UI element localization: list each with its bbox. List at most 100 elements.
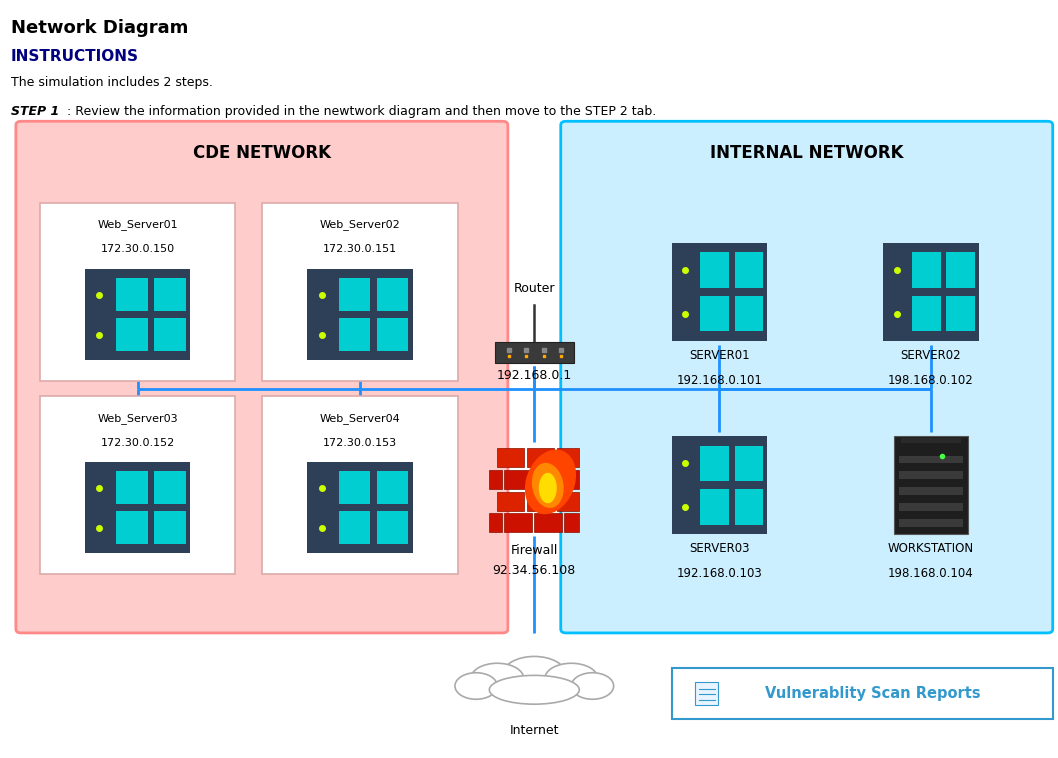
FancyBboxPatch shape <box>505 513 532 532</box>
FancyBboxPatch shape <box>339 318 370 351</box>
FancyBboxPatch shape <box>154 471 186 504</box>
FancyBboxPatch shape <box>116 278 148 311</box>
FancyBboxPatch shape <box>894 436 968 534</box>
FancyBboxPatch shape <box>377 512 408 544</box>
FancyBboxPatch shape <box>695 682 718 705</box>
Text: 192.168.0.103: 192.168.0.103 <box>676 567 763 580</box>
FancyBboxPatch shape <box>672 436 767 534</box>
FancyBboxPatch shape <box>527 448 554 467</box>
FancyBboxPatch shape <box>734 296 763 331</box>
FancyBboxPatch shape <box>339 278 370 311</box>
Ellipse shape <box>471 663 524 694</box>
Ellipse shape <box>532 463 564 508</box>
FancyBboxPatch shape <box>734 252 763 288</box>
Text: INSTRUCTIONS: INSTRUCTIONS <box>11 49 139 64</box>
Text: 192.168.0.1: 192.168.0.1 <box>496 369 572 382</box>
FancyBboxPatch shape <box>557 448 580 467</box>
FancyBboxPatch shape <box>497 491 525 511</box>
FancyBboxPatch shape <box>154 512 186 544</box>
FancyBboxPatch shape <box>495 342 574 363</box>
Text: Internet: Internet <box>510 724 559 737</box>
FancyBboxPatch shape <box>912 252 941 288</box>
FancyBboxPatch shape <box>527 491 554 511</box>
Text: SERVER02: SERVER02 <box>900 349 962 362</box>
FancyBboxPatch shape <box>700 296 729 331</box>
FancyBboxPatch shape <box>339 512 370 544</box>
FancyBboxPatch shape <box>899 471 963 479</box>
FancyBboxPatch shape <box>534 470 562 489</box>
Ellipse shape <box>525 449 577 514</box>
FancyBboxPatch shape <box>40 396 235 575</box>
FancyBboxPatch shape <box>672 243 767 341</box>
Text: 172.30.0.150: 172.30.0.150 <box>101 245 175 255</box>
FancyBboxPatch shape <box>40 203 235 381</box>
Text: Network Diagram: Network Diagram <box>11 19 188 37</box>
Text: Web_Server03: Web_Server03 <box>97 413 178 424</box>
FancyBboxPatch shape <box>946 252 974 288</box>
Text: 198.168.0.102: 198.168.0.102 <box>888 374 974 387</box>
FancyBboxPatch shape <box>85 269 190 360</box>
Text: 172.30.0.152: 172.30.0.152 <box>101 438 175 448</box>
Text: INTERNAL NETWORK: INTERNAL NETWORK <box>710 144 904 162</box>
FancyBboxPatch shape <box>899 456 963 463</box>
FancyBboxPatch shape <box>116 512 148 544</box>
FancyBboxPatch shape <box>899 503 963 511</box>
Text: SERVER01: SERVER01 <box>689 349 750 362</box>
FancyBboxPatch shape <box>85 462 190 553</box>
FancyBboxPatch shape <box>734 489 763 525</box>
Ellipse shape <box>545 663 598 694</box>
FancyBboxPatch shape <box>734 446 763 481</box>
FancyBboxPatch shape <box>557 491 580 511</box>
FancyBboxPatch shape <box>564 513 580 532</box>
FancyBboxPatch shape <box>116 318 148 351</box>
Text: STEP 1: STEP 1 <box>11 105 59 117</box>
Ellipse shape <box>571 673 614 699</box>
FancyBboxPatch shape <box>377 471 408 504</box>
Text: Router: Router <box>513 282 555 295</box>
Text: 172.30.0.151: 172.30.0.151 <box>323 245 397 255</box>
Ellipse shape <box>503 656 566 693</box>
Text: 172.30.0.153: 172.30.0.153 <box>323 438 397 448</box>
FancyBboxPatch shape <box>899 487 963 495</box>
Text: 192.168.0.101: 192.168.0.101 <box>676 374 763 387</box>
FancyBboxPatch shape <box>883 243 979 341</box>
FancyBboxPatch shape <box>377 318 408 351</box>
FancyBboxPatch shape <box>700 489 729 525</box>
FancyBboxPatch shape <box>154 278 186 311</box>
Text: : Review the information provided in the newtwork diagram and then move to the S: : Review the information provided in the… <box>67 105 656 117</box>
Text: SERVER03: SERVER03 <box>689 542 750 555</box>
FancyBboxPatch shape <box>700 446 729 481</box>
FancyBboxPatch shape <box>534 513 562 532</box>
FancyBboxPatch shape <box>377 278 408 311</box>
FancyBboxPatch shape <box>339 471 370 504</box>
FancyBboxPatch shape <box>946 296 974 331</box>
Text: Web_Server02: Web_Server02 <box>320 220 400 230</box>
FancyBboxPatch shape <box>490 470 501 489</box>
Text: 198.168.0.104: 198.168.0.104 <box>888 567 974 580</box>
FancyBboxPatch shape <box>700 252 729 288</box>
Text: 92.34.56.108: 92.34.56.108 <box>493 564 576 578</box>
Ellipse shape <box>455 673 497 699</box>
FancyBboxPatch shape <box>901 438 961 443</box>
FancyBboxPatch shape <box>561 121 1053 633</box>
FancyBboxPatch shape <box>16 121 508 633</box>
FancyBboxPatch shape <box>497 448 525 467</box>
Ellipse shape <box>489 675 580 704</box>
Text: The simulation includes 2 steps.: The simulation includes 2 steps. <box>11 76 213 89</box>
Text: WORKSTATION: WORKSTATION <box>888 542 974 555</box>
Ellipse shape <box>539 473 557 503</box>
FancyBboxPatch shape <box>899 518 963 527</box>
FancyBboxPatch shape <box>154 318 186 351</box>
FancyBboxPatch shape <box>307 269 413 360</box>
FancyBboxPatch shape <box>564 470 580 489</box>
FancyBboxPatch shape <box>505 470 532 489</box>
Text: Web_Server01: Web_Server01 <box>97 220 178 230</box>
Text: Web_Server04: Web_Server04 <box>320 413 400 424</box>
FancyBboxPatch shape <box>116 471 148 504</box>
FancyBboxPatch shape <box>672 668 1053 719</box>
Text: Firewall: Firewall <box>511 544 558 557</box>
FancyBboxPatch shape <box>262 203 457 381</box>
FancyBboxPatch shape <box>490 513 501 532</box>
FancyBboxPatch shape <box>307 462 413 553</box>
Text: Vulnerablity Scan Reports: Vulnerablity Scan Reports <box>765 686 981 701</box>
